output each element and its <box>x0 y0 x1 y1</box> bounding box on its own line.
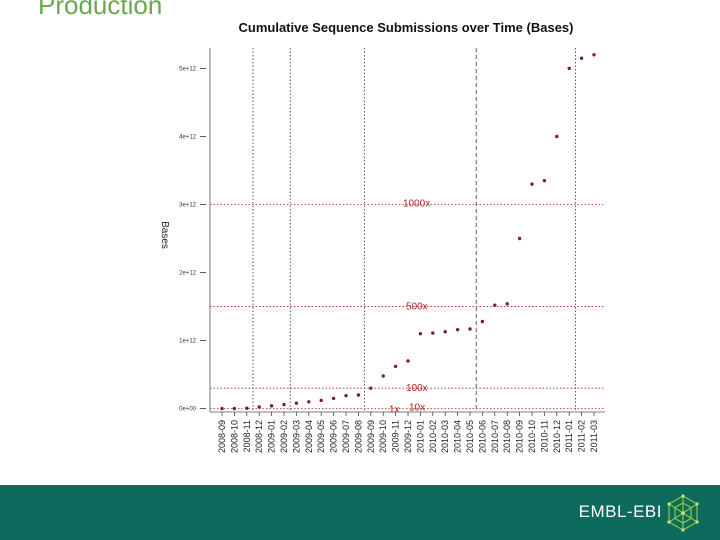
data-point-20 <box>468 327 472 331</box>
x-tick-labels: 2008-09 2008-10 2008-11 2008-12 2009-01 2009-… <box>217 412 599 453</box>
data-point-0 <box>220 406 224 411</box>
embl-ebi-logo-text: EMBL-EBI <box>578 502 662 521</box>
reference-label-0: 1000x <box>403 198 430 209</box>
x-tick-label-9: 2009-06 <box>329 420 339 453</box>
data-point-2 <box>245 406 249 410</box>
y-tick-label-5: 5e+12 <box>179 66 197 72</box>
x-tick-label-0: 2008-09 <box>217 420 227 453</box>
x-tick-label-29: 2011-02 <box>577 420 587 452</box>
x-tick-label-11: 2009-08 <box>353 420 363 453</box>
x-tick-label-8: 2009-05 <box>316 420 326 453</box>
x-tick-label-21: 2010-06 <box>477 420 487 453</box>
data-point-15 <box>406 359 410 363</box>
data-point-10 <box>344 393 348 398</box>
x-tick-label-15: 2009-12 <box>403 420 413 453</box>
footer-bar: EMBL-EBI <box>0 485 720 540</box>
data-point-3 <box>257 405 261 409</box>
x-tick-label-2: 2008-11 <box>242 420 252 452</box>
data-point-28 <box>567 66 571 71</box>
x-tick-label-24: 2010-09 <box>515 420 525 453</box>
data-point-7 <box>307 400 311 404</box>
x-tick-label-6: 2009-03 <box>291 420 301 453</box>
x-tick-label-20: 2010-05 <box>465 420 475 453</box>
y-tick-label-1: 1e+12 <box>179 339 197 345</box>
embl-ebi-logo-icon <box>667 494 699 532</box>
reference-label-1: 500x <box>406 302 428 313</box>
data-point-26 <box>542 178 547 183</box>
reference-label-2: 100x <box>406 383 428 394</box>
data-point-4 <box>269 404 274 408</box>
x-tick-label-23: 2010-08 <box>502 420 512 453</box>
x-tick-label-28: 2011-01 <box>564 420 574 452</box>
x-tick-label-26: 2010-11 <box>539 420 549 452</box>
x-tick-label-14: 2009-11 <box>391 420 401 452</box>
data-point-16 <box>418 332 423 336</box>
reference-label-3: 10x <box>409 403 425 414</box>
x-tick-label-25: 2010-10 <box>527 420 537 453</box>
x-tick-label-12: 2009-09 <box>366 420 376 453</box>
x-tick-label-16: 2010-01 <box>415 420 425 453</box>
x-tick-label-3: 2008-12 <box>254 420 264 453</box>
data-point-21 <box>480 319 485 324</box>
data-point-29 <box>579 56 584 60</box>
data-point-8 <box>319 398 323 403</box>
y-tick-label-2: 2e+12 <box>179 271 197 277</box>
data-points <box>220 53 596 411</box>
x-tick-label-22: 2010-07 <box>490 420 500 453</box>
data-point-12 <box>369 386 373 390</box>
x-tick-label-18: 2010-03 <box>440 420 450 453</box>
data-point-25 <box>530 182 534 186</box>
x-tick-label-7: 2009-04 <box>304 420 314 453</box>
data-point-22 <box>493 303 497 307</box>
data-point-6 <box>294 401 299 405</box>
data-point-27 <box>555 134 559 139</box>
x-tick-label-4: 2009-01 <box>267 420 277 453</box>
data-point-23 <box>505 302 509 306</box>
data-point-11 <box>356 393 361 397</box>
chart-title: Cumulative Sequence Submissions over Tim… <box>239 20 574 35</box>
data-point-13 <box>381 374 385 378</box>
x-tick-label-27: 2010-12 <box>552 420 562 453</box>
data-point-18 <box>443 330 447 334</box>
slide-title: Production <box>38 0 163 20</box>
data-point-19 <box>455 327 460 332</box>
reference-label-4: 1x <box>389 405 400 416</box>
data-point-24 <box>517 236 522 241</box>
y-tick-label-3: 3e+12 <box>179 202 197 208</box>
x-tick-label-10: 2009-07 <box>341 420 351 453</box>
data-point-1 <box>232 406 237 411</box>
y-tick-label-0: 0e+00 <box>179 407 197 413</box>
data-point-5 <box>282 402 286 407</box>
chart: Cumulative Sequence Submissions over Tim… <box>159 20 605 453</box>
grid-lines <box>252 48 576 412</box>
y-axis-label: Bases <box>159 221 170 249</box>
reference-lines: 1000x 500x 100x 10x 1x <box>210 198 605 416</box>
data-point-30 <box>592 53 596 57</box>
x-tick-label-19: 2010-04 <box>453 420 463 453</box>
axes: 0e+00 1e+12 2e+12 3e+12 4e+12 5e+12 <box>179 48 605 413</box>
data-point-14 <box>393 364 398 369</box>
data-point-9 <box>331 396 336 401</box>
x-tick-label-30: 2011-03 <box>589 420 599 452</box>
y-tick-label-4: 4e+12 <box>179 134 197 140</box>
x-tick-label-1: 2008-10 <box>229 420 239 453</box>
x-tick-label-17: 2010-02 <box>428 420 438 453</box>
data-point-17 <box>431 331 435 335</box>
x-tick-label-5: 2009-02 <box>279 420 289 453</box>
x-tick-label-13: 2009-10 <box>378 420 388 453</box>
